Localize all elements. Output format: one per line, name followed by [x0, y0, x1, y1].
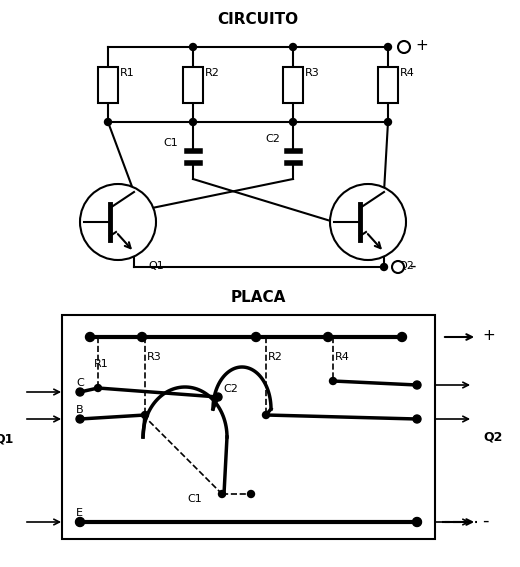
Circle shape	[214, 393, 222, 401]
Bar	[183, 66, 203, 103]
Bar	[98, 66, 118, 103]
Circle shape	[323, 332, 332, 341]
Text: PLACA: PLACA	[230, 290, 285, 304]
Text: R1: R1	[120, 67, 135, 78]
Circle shape	[397, 332, 407, 341]
Text: +: +	[415, 39, 428, 53]
Text: R3: R3	[147, 352, 162, 362]
Circle shape	[263, 412, 269, 418]
Text: E: E	[76, 508, 83, 518]
Circle shape	[330, 184, 406, 260]
Circle shape	[413, 518, 421, 526]
Text: Q1: Q1	[148, 261, 164, 271]
Circle shape	[248, 490, 254, 497]
Text: R3: R3	[305, 67, 320, 78]
Circle shape	[141, 412, 149, 418]
Text: R1: R1	[94, 359, 109, 369]
Text: Q2: Q2	[483, 430, 503, 443]
Circle shape	[189, 119, 197, 125]
Circle shape	[105, 119, 111, 125]
Text: C2: C2	[223, 384, 238, 394]
Bar	[62, 315, 435, 539]
Circle shape	[75, 518, 84, 527]
Text: +: +	[482, 328, 495, 344]
Circle shape	[413, 415, 421, 423]
Text: -: -	[409, 257, 415, 275]
Circle shape	[381, 264, 387, 270]
Text: C1: C1	[163, 138, 178, 148]
Circle shape	[76, 388, 84, 396]
Text: R2: R2	[205, 67, 220, 78]
Circle shape	[252, 332, 261, 341]
Text: R4: R4	[335, 352, 350, 362]
Circle shape	[218, 490, 226, 497]
Circle shape	[290, 119, 296, 125]
Bar	[283, 66, 303, 103]
Circle shape	[392, 261, 404, 273]
Circle shape	[137, 332, 147, 341]
Circle shape	[80, 184, 156, 260]
Circle shape	[290, 44, 296, 50]
Text: Q1: Q1	[0, 433, 14, 446]
Circle shape	[330, 378, 336, 384]
Text: R2: R2	[268, 352, 283, 362]
Text: C: C	[76, 378, 84, 388]
Circle shape	[76, 518, 84, 526]
Circle shape	[398, 41, 410, 53]
Text: B: B	[76, 405, 84, 415]
Circle shape	[85, 332, 95, 341]
Circle shape	[189, 44, 197, 50]
Circle shape	[412, 518, 422, 527]
Text: C1: C1	[188, 494, 202, 504]
Text: -: -	[482, 512, 488, 530]
Text: R4: R4	[400, 67, 415, 78]
Text: CIRCUITO: CIRCUITO	[217, 11, 298, 27]
Circle shape	[384, 44, 392, 50]
Circle shape	[76, 415, 84, 423]
Circle shape	[95, 384, 101, 391]
Circle shape	[413, 381, 421, 389]
Bar	[378, 66, 398, 103]
Text: C2: C2	[265, 134, 280, 144]
Circle shape	[384, 119, 392, 125]
Text: Q2: Q2	[398, 261, 414, 271]
